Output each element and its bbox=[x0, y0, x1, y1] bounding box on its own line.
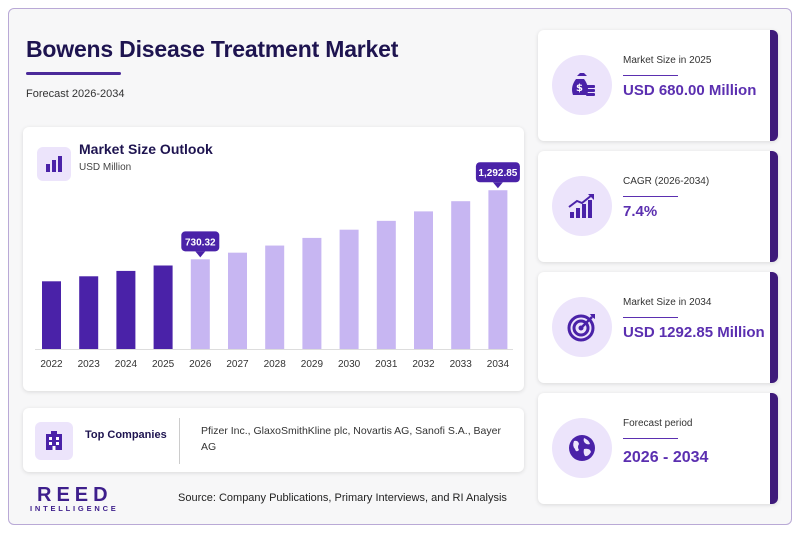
page-title: Bowens Disease Treatment Market bbox=[26, 36, 399, 62]
x-tick-label: 2027 bbox=[226, 359, 249, 370]
x-tick-label: 2026 bbox=[189, 359, 212, 370]
x-tick-label: 2028 bbox=[264, 359, 287, 370]
x-tick-label: 2024 bbox=[115, 359, 138, 370]
stat-divider bbox=[623, 317, 678, 318]
source-note: Source: Company Publications, Primary In… bbox=[178, 492, 507, 504]
stat-value: USD 680.00 Million bbox=[623, 82, 757, 99]
bar-2025 bbox=[153, 265, 173, 349]
stat-card-market-size-2025: $ Market Size in 2025 USD 680.00 Million bbox=[538, 30, 778, 141]
stat-label: Market Size in 2025 bbox=[623, 55, 712, 66]
bar-2022 bbox=[42, 281, 61, 349]
data-label-2026: 730.32 bbox=[181, 231, 220, 258]
stat-divider bbox=[623, 438, 678, 439]
stat-card-market-size-2034: Market Size in 2034 USD 1292.85 Million bbox=[538, 272, 778, 383]
target-icon bbox=[552, 297, 612, 357]
bar-2026 bbox=[190, 259, 210, 349]
bar-2031 bbox=[376, 220, 396, 349]
bar-2024 bbox=[116, 270, 136, 349]
bar-2034 bbox=[488, 190, 508, 349]
top-companies-label: Top Companies bbox=[85, 429, 167, 441]
x-tick-label: 2031 bbox=[375, 359, 398, 370]
stat-label: Market Size in 2034 bbox=[623, 297, 712, 308]
svg-text:1,292.85: 1,292.85 bbox=[478, 168, 517, 179]
bar-2032 bbox=[414, 211, 433, 349]
top-companies-list: Pfizer Inc., GlaxoSmithKline plc, Novart… bbox=[201, 425, 501, 453]
stat-divider bbox=[623, 196, 678, 197]
market-size-bar-chart: 2022 2023 2024 2025 2026 2027 2028 2029 2030 2031… bbox=[35, 162, 520, 370]
bar-chart-icon bbox=[37, 147, 71, 181]
x-tick-label: 2032 bbox=[412, 359, 435, 370]
bar-2028 bbox=[265, 245, 285, 349]
money-bag-icon: $ bbox=[552, 55, 612, 115]
top-companies-card: Top Companies Pfizer Inc., GlaxoSmithKli… bbox=[23, 408, 524, 472]
x-tick-label: 2033 bbox=[450, 359, 473, 370]
logo-wordmark: REED bbox=[37, 484, 113, 506]
chart-unit: USD Million bbox=[79, 162, 132, 173]
stat-card-cagr: CAGR (2026-2034) 7.4% bbox=[538, 151, 778, 262]
x-tick-label: 2029 bbox=[301, 359, 324, 370]
svg-text:730.32: 730.32 bbox=[185, 237, 216, 248]
chart-card: Market Size Outlook USD Million 2022 2023… bbox=[23, 127, 524, 391]
stat-label: Forecast period bbox=[623, 418, 693, 429]
bar-2027 bbox=[228, 252, 247, 349]
stat-value: USD 1292.85 Million bbox=[623, 324, 765, 341]
x-tick-label: 2022 bbox=[40, 359, 63, 370]
x-tick-label: 2023 bbox=[78, 359, 101, 370]
svg-text:$: $ bbox=[576, 83, 583, 94]
data-label-2034: 1,292.85 bbox=[475, 162, 520, 189]
stat-divider bbox=[623, 75, 678, 76]
bar-2023 bbox=[79, 276, 99, 349]
x-tick-label: 2025 bbox=[152, 359, 175, 370]
building-icon bbox=[35, 422, 73, 460]
x-tick-label: 2034 bbox=[487, 359, 510, 370]
bar-2033 bbox=[451, 201, 471, 349]
stat-value: 7.4% bbox=[623, 203, 658, 220]
chart-title: Market Size Outlook bbox=[79, 141, 213, 157]
growth-chart-icon bbox=[552, 176, 612, 236]
title-underline bbox=[26, 72, 121, 75]
x-tick-label: 2030 bbox=[338, 359, 361, 370]
companies-divider bbox=[179, 418, 180, 464]
stat-card-forecast-period: Forecast period 2026 - 2034 bbox=[538, 393, 778, 504]
bar-2030 bbox=[339, 229, 359, 349]
globe-icon bbox=[552, 418, 612, 478]
stat-value: 2026 - 2034 bbox=[623, 449, 709, 466]
stat-label: CAGR (2026-2034) bbox=[623, 176, 710, 187]
logo-subtitle: INTELLIGENCE bbox=[30, 504, 119, 513]
bar-2029 bbox=[302, 237, 322, 349]
page-subtitle: Forecast 2026-2034 bbox=[26, 88, 125, 100]
